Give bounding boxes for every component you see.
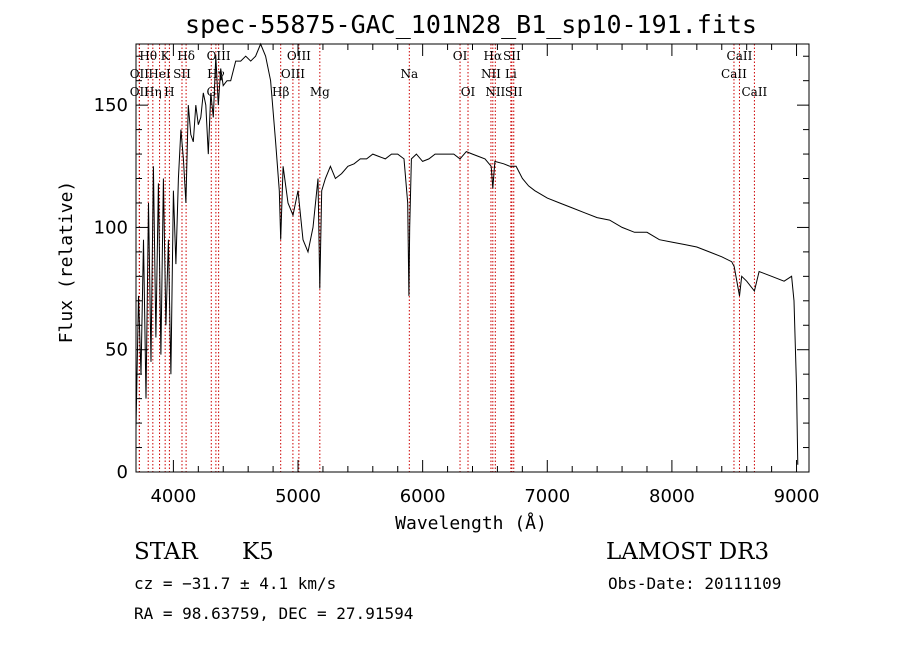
line-marker-label: OII [130,67,150,81]
x-tick-label: 6000 [400,486,446,507]
x-tick-label: 5000 [275,486,321,507]
survey-name: LAMOST DR3 [606,539,770,565]
x-tick-label: 8000 [649,486,695,507]
line-marker-label: SII [173,67,191,81]
line-marker-label: CaII [741,85,767,99]
line-marker-label: Li [505,67,517,81]
line-marker-label: NII [485,85,505,99]
y-tick-label: 0 [117,462,128,483]
line-marker-label: Hβ [272,85,289,99]
object-subclass: K5 [242,539,274,565]
axis-ticks [136,44,809,473]
chart-title: spec-55875-GAC_101N28_B1_sp10-191.fits [185,10,757,39]
axis-tick-labels: 4000 5000 6000 7000 8000 9000 0 50 100 150 [94,95,820,507]
spectrum-line [135,42,799,465]
line-marker-label: OIII [281,67,305,81]
line-marker-label: Hη [144,85,162,99]
line-marker-label: OIII [207,49,231,63]
line-marker-label: G [206,85,216,99]
x-axis-label: Wavelength (Å) [395,512,547,534]
y-axis-label: Flux (relative) [56,181,77,344]
x-tick-label: 4000 [150,486,196,507]
line-marker-label: CaII [727,49,753,63]
line-marker-label: HeI [148,67,171,81]
line-marker-label: Hθ [139,49,157,63]
line-marker-label: OIII [287,49,311,63]
line-marker-label: SII [503,49,521,63]
y-tick-label: 50 [105,340,128,361]
observation-date: Obs-Date: 20111109 [608,574,782,593]
line-marker-label: OII [130,85,150,99]
line-marker-label: Hδ [177,49,195,63]
line-marker-label: OI [453,49,468,63]
plot-frame [135,43,810,473]
y-tick-label: 150 [94,95,128,116]
velocity-info: cz = −31.7 ± 4.1 km/s [134,574,337,593]
line-markers [138,44,755,472]
line-marker-label: Na [400,67,418,81]
line-marker-label: NII [481,67,501,81]
line-marker-label: OI [461,85,476,99]
object-class: STAR [134,539,198,565]
x-tick-label: 9000 [774,486,820,507]
line-marker-label: H [164,85,174,99]
line-marker-label: Mg [310,85,330,99]
x-tick-label: 7000 [524,486,570,507]
line-marker-label: K [161,49,171,63]
y-tick-label: 100 [94,217,128,238]
line-marker-label: Hα [484,49,503,63]
line-marker-label: CaII [721,67,747,81]
line-marker-label: SII [505,85,523,99]
coordinates-info: RA = 98.63759, DEC = 27.91594 [134,604,414,623]
